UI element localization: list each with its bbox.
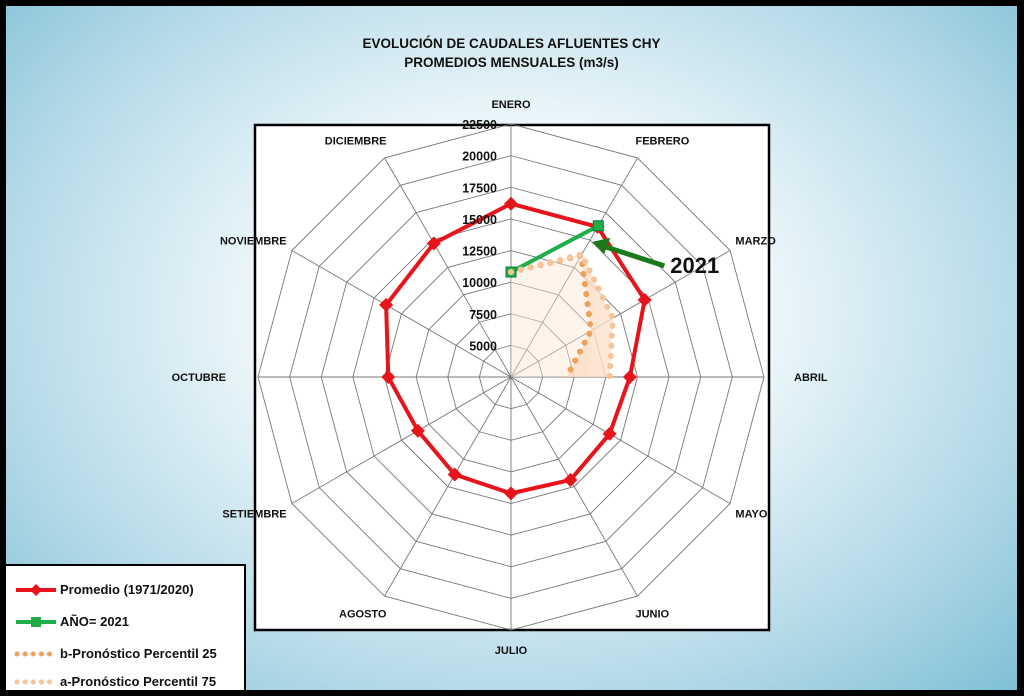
tick-label: 15000 [462, 213, 497, 227]
chart-panel: EVOLUCIÓN DE CAUDALES AFLUENTES CHY PROM… [6, 6, 1017, 690]
legend-item-2021: AÑO= 2021 [14, 610, 246, 634]
tick-label: 7500 [469, 308, 497, 322]
category-label: ABRIL [794, 372, 828, 384]
label-layer: 5000 7500 10000 12500 15000 17500 20000 22500 EN… [172, 99, 828, 657]
category-label: NOVIEMBRE [220, 236, 287, 248]
grid-spoke [510, 376, 731, 504]
tick-label: 17500 [462, 181, 497, 195]
grid-spoke [510, 376, 638, 597]
data-point [504, 196, 518, 211]
grid-spoke [384, 376, 512, 597]
category-label: FEBRERO [636, 136, 690, 148]
legend-label-2021: AÑO= 2021 [60, 614, 130, 629]
data-point [504, 486, 518, 501]
series-layer [379, 196, 652, 501]
annotation-layer: 2021 [592, 237, 719, 278]
data-point [410, 423, 425, 438]
legend-label-promedio: Promedio (1971/2020) [60, 582, 194, 597]
series-line-1 [510, 224, 600, 274]
data-point [637, 292, 652, 307]
data-point [592, 220, 604, 232]
category-label: SETIEMBRE [222, 509, 286, 521]
category-label: MAYO [735, 509, 767, 521]
legend-item-p75: a-Pronóstico Percentil 75 [14, 670, 246, 690]
tick-label: 20000 [462, 150, 497, 164]
data-point [426, 236, 441, 251]
annotation-arrow [595, 241, 666, 269]
legend-symbol-promedio [16, 584, 56, 596]
radar-grid [257, 123, 765, 631]
category-label: OCTUBRE [172, 372, 226, 384]
data-point [602, 426, 617, 441]
legend-symbol-p75 [14, 679, 58, 685]
category-label: JULIO [495, 645, 528, 657]
series-line-3 [508, 250, 616, 380]
data-point [379, 297, 394, 312]
data-point [381, 370, 396, 384]
legend-symbol-2021 [16, 617, 56, 627]
legend-item-p25: b-Pronóstico Percentil 25 [14, 642, 246, 666]
data-point [447, 467, 462, 482]
category-label: DICIEMBRE [325, 136, 387, 148]
data-point [563, 472, 578, 487]
legend-label-p25: b-Pronóstico Percentil 25 [60, 646, 217, 661]
category-label: JUNIO [636, 608, 670, 620]
grid-spoke [510, 157, 638, 378]
data-point [622, 370, 637, 384]
tick-label: 5000 [469, 339, 497, 353]
legend: Promedio (1971/2020) AÑO= 2021 b-Pronóst… [6, 564, 246, 690]
category-label: ENERO [491, 99, 531, 111]
grid-spoke [510, 250, 731, 378]
grid-spoke [291, 250, 512, 378]
chart-subtitle: PROMEDIOS MENSUALES (m3/s) [404, 55, 619, 70]
grid-spoke [384, 157, 512, 378]
tick-label: 22500 [462, 118, 497, 132]
annotation-arrowhead [592, 237, 611, 254]
legend-item-promedio: Promedio (1971/2020) [14, 578, 246, 602]
annotation-text: 2021 [670, 253, 719, 278]
legend-label-p75: a-Pronóstico Percentil 75 [60, 674, 217, 689]
tick-label: 12500 [462, 245, 497, 259]
chart-title: EVOLUCIÓN DE CAUDALES AFLUENTES CHY [362, 36, 661, 51]
category-label: AGOSTO [339, 608, 387, 620]
category-label: MARZO [735, 236, 776, 248]
radar-chart: 5000 7500 10000 12500 15000 17500 20000 22500 EN… [172, 99, 828, 657]
tick-label: 10000 [462, 276, 497, 290]
legend-symbol-p25 [14, 651, 58, 657]
series-line-2 [508, 251, 595, 380]
grid-spoke [291, 376, 512, 504]
